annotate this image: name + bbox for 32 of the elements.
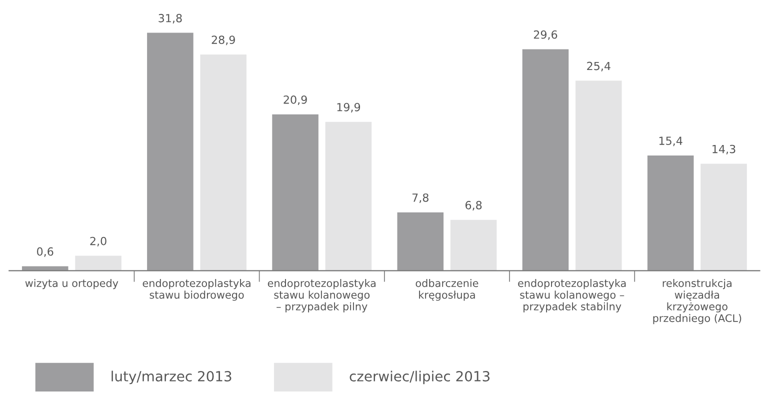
data-label: 20,9 <box>284 95 307 105</box>
data-label: 0,6 <box>37 247 54 257</box>
bar <box>397 212 444 271</box>
x-tick-label: endoprotezoplastyka stawu biodrowego <box>142 279 250 301</box>
data-label: 2,0 <box>90 236 106 246</box>
bar <box>450 220 497 271</box>
x-tick-label: odbarczenie kręgosłupa <box>416 279 478 301</box>
data-label: 14,3 <box>712 144 736 154</box>
bar <box>576 80 622 271</box>
data-label: 29,6 <box>534 30 558 40</box>
bar <box>700 164 747 271</box>
bar <box>647 155 694 271</box>
bar <box>22 266 68 271</box>
bar <box>272 114 318 271</box>
bar <box>200 54 247 271</box>
data-label: 31,8 <box>158 14 182 24</box>
data-label: 25,4 <box>587 62 610 72</box>
x-tick-label: endoprotezoplastyka stawu kolanowego – przypadek stabilny <box>518 279 626 312</box>
bar <box>75 256 122 271</box>
data-label: 19,9 <box>337 102 360 112</box>
data-label: 28,9 <box>212 36 235 46</box>
x-tick-label: rekonstrukcja więzadła krzyżowego przedniego (ACL) <box>653 279 742 324</box>
bar <box>147 32 194 271</box>
data-label: 15,4 <box>659 136 682 146</box>
bar <box>522 49 569 271</box>
bar <box>325 122 372 271</box>
legend-label: luty/marzec 2013 <box>112 370 232 384</box>
data-label: 7,8 <box>412 193 428 203</box>
x-tick-label: endoprotezoplastyka stawu kolanowego – przypadek pilny <box>268 279 376 312</box>
x-tick-label: wizyta u ortopedy <box>25 279 118 290</box>
data-label: 6,8 <box>466 200 482 210</box>
legend-label: czerwiec/lipiec 2013 <box>350 370 490 384</box>
